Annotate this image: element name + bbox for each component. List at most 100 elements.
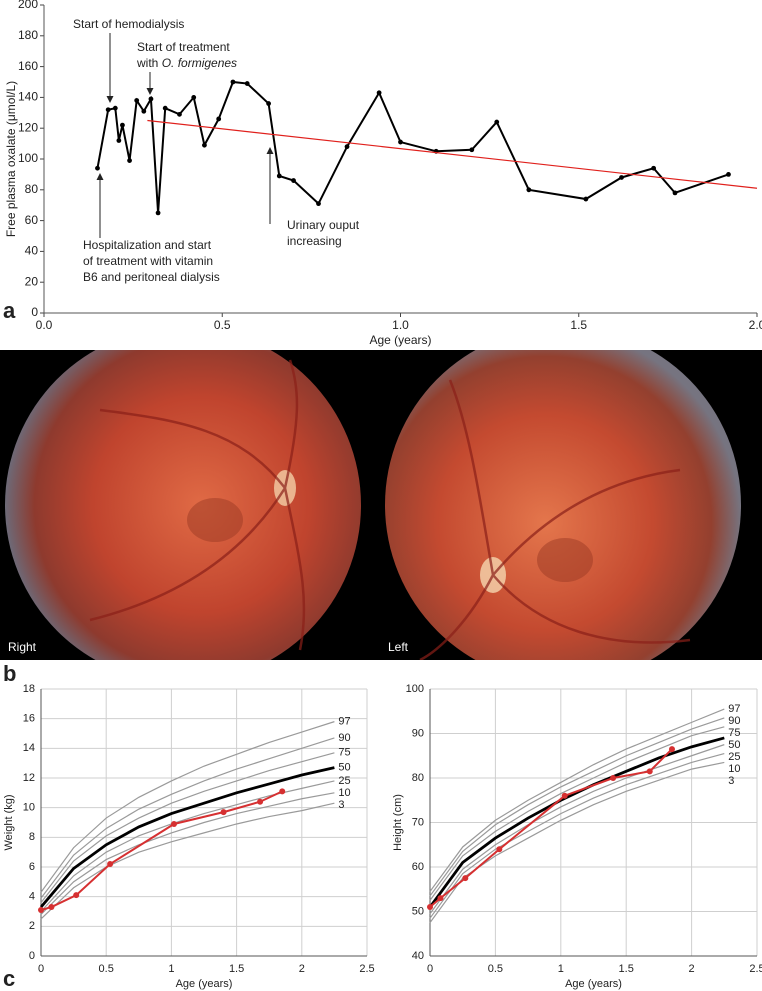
series-line bbox=[429, 726, 725, 901]
right-fundus bbox=[5, 350, 361, 660]
y-tick-label: 80 bbox=[25, 182, 39, 196]
data-point bbox=[344, 144, 350, 150]
x-tick-label: 0 bbox=[427, 963, 433, 975]
curve-label: 25 bbox=[728, 751, 740, 763]
data-point bbox=[38, 907, 44, 914]
vessels bbox=[419, 379, 691, 660]
y-tick-label: 50 bbox=[412, 905, 424, 917]
x-tick-label: 0.0 bbox=[36, 318, 53, 332]
curve-label: 3 bbox=[338, 799, 344, 811]
data-point bbox=[672, 190, 678, 196]
curve-label: 25 bbox=[338, 775, 350, 787]
x-tick-label: 2 bbox=[299, 963, 305, 975]
x-tick-label: 1.5 bbox=[229, 963, 244, 975]
data-point bbox=[202, 142, 207, 148]
series-line bbox=[429, 748, 673, 908]
y-axis-label: Free plasma oxalate (μmol/L) bbox=[4, 81, 18, 237]
y-tick-label: 160 bbox=[18, 59, 38, 73]
data-point bbox=[73, 892, 80, 899]
data-point bbox=[177, 111, 182, 117]
data-point bbox=[726, 172, 731, 177]
series-line bbox=[429, 708, 725, 892]
data-point bbox=[191, 95, 197, 100]
data-point bbox=[244, 81, 250, 86]
curve-label: 75 bbox=[338, 747, 350, 759]
data-point bbox=[141, 108, 147, 114]
macula bbox=[537, 538, 593, 582]
left-fundus bbox=[385, 350, 741, 660]
x-tick-label: 1.5 bbox=[570, 318, 587, 332]
x-tick-label: 0.5 bbox=[99, 963, 114, 975]
annotation-part: O. formigenes bbox=[162, 56, 237, 70]
y-tick-label: 8 bbox=[29, 831, 35, 843]
x-tick-label: 1.0 bbox=[392, 318, 409, 332]
x-tick-label: 2.5 bbox=[359, 963, 374, 975]
x-tick-label: 1 bbox=[558, 963, 564, 975]
y-tick-label: 16 bbox=[23, 713, 35, 725]
data-point bbox=[376, 90, 382, 96]
y-tick-label: 14 bbox=[23, 742, 35, 754]
data-point bbox=[646, 768, 653, 775]
y-tick-label: 0 bbox=[31, 305, 38, 319]
series-line bbox=[40, 802, 335, 920]
data-point bbox=[561, 792, 568, 799]
series-line bbox=[429, 744, 725, 915]
curve-label: 90 bbox=[338, 732, 350, 744]
series-line bbox=[40, 780, 335, 912]
curve-label: 10 bbox=[728, 763, 740, 775]
panel-label: a bbox=[3, 298, 16, 323]
y-tick-label: 0 bbox=[29, 950, 35, 962]
y-tick-label: 18 bbox=[23, 683, 35, 695]
x-tick-label: 2.5 bbox=[749, 963, 762, 975]
annotation: Urinary ouput bbox=[287, 218, 360, 232]
y-tick-label: 10 bbox=[23, 802, 35, 814]
data-point bbox=[95, 165, 100, 171]
data-point bbox=[651, 165, 657, 171]
series-line bbox=[40, 792, 335, 915]
data-point bbox=[257, 798, 264, 805]
y-tick-label: 200 bbox=[18, 0, 38, 11]
data-point bbox=[120, 122, 125, 128]
annotation: Start of hemodialysis bbox=[73, 17, 184, 31]
data-point bbox=[276, 173, 282, 179]
vessels bbox=[89, 359, 306, 651]
data-point bbox=[291, 178, 296, 183]
x-tick-label: 0.5 bbox=[488, 963, 503, 975]
series-line bbox=[40, 752, 335, 903]
curve-label: 97 bbox=[728, 703, 740, 715]
data-point bbox=[668, 746, 675, 753]
y-tick-label: 60 bbox=[25, 213, 39, 227]
x-tick-label: 0 bbox=[38, 963, 44, 975]
data-point bbox=[127, 158, 132, 163]
data-point bbox=[220, 809, 227, 816]
data-point bbox=[266, 101, 271, 106]
annotation: Start of treatment bbox=[137, 40, 230, 54]
data-point bbox=[148, 96, 154, 102]
y-tick-label: 120 bbox=[18, 120, 38, 134]
curve-label: 50 bbox=[338, 762, 350, 774]
y-tick-label: 60 bbox=[412, 861, 424, 873]
data-point bbox=[216, 116, 222, 122]
y-tick-label: 140 bbox=[18, 90, 38, 104]
y-tick-label: 70 bbox=[412, 816, 424, 828]
x-tick-label: 1.5 bbox=[619, 963, 634, 975]
data-point bbox=[437, 895, 444, 902]
y-tick-label: 2 bbox=[29, 920, 35, 932]
data-point bbox=[230, 79, 236, 85]
data-point bbox=[112, 105, 118, 111]
y-tick-label: 40 bbox=[412, 950, 424, 962]
series-line bbox=[96, 80, 729, 213]
y-axis-label: Height (cm) bbox=[392, 794, 404, 851]
series-line bbox=[40, 721, 335, 893]
series-line bbox=[40, 790, 283, 911]
y-tick-label: 100 bbox=[406, 683, 424, 695]
photo-label: Left bbox=[388, 640, 409, 654]
curve-label: 90 bbox=[728, 715, 740, 727]
data-point bbox=[494, 119, 500, 125]
x-tick-label: 1 bbox=[168, 963, 174, 975]
data-point bbox=[107, 861, 114, 868]
y-axis-label: Weight (kg) bbox=[3, 794, 15, 850]
y-tick-label: 90 bbox=[412, 727, 424, 739]
y-tick-label: 6 bbox=[29, 861, 35, 873]
